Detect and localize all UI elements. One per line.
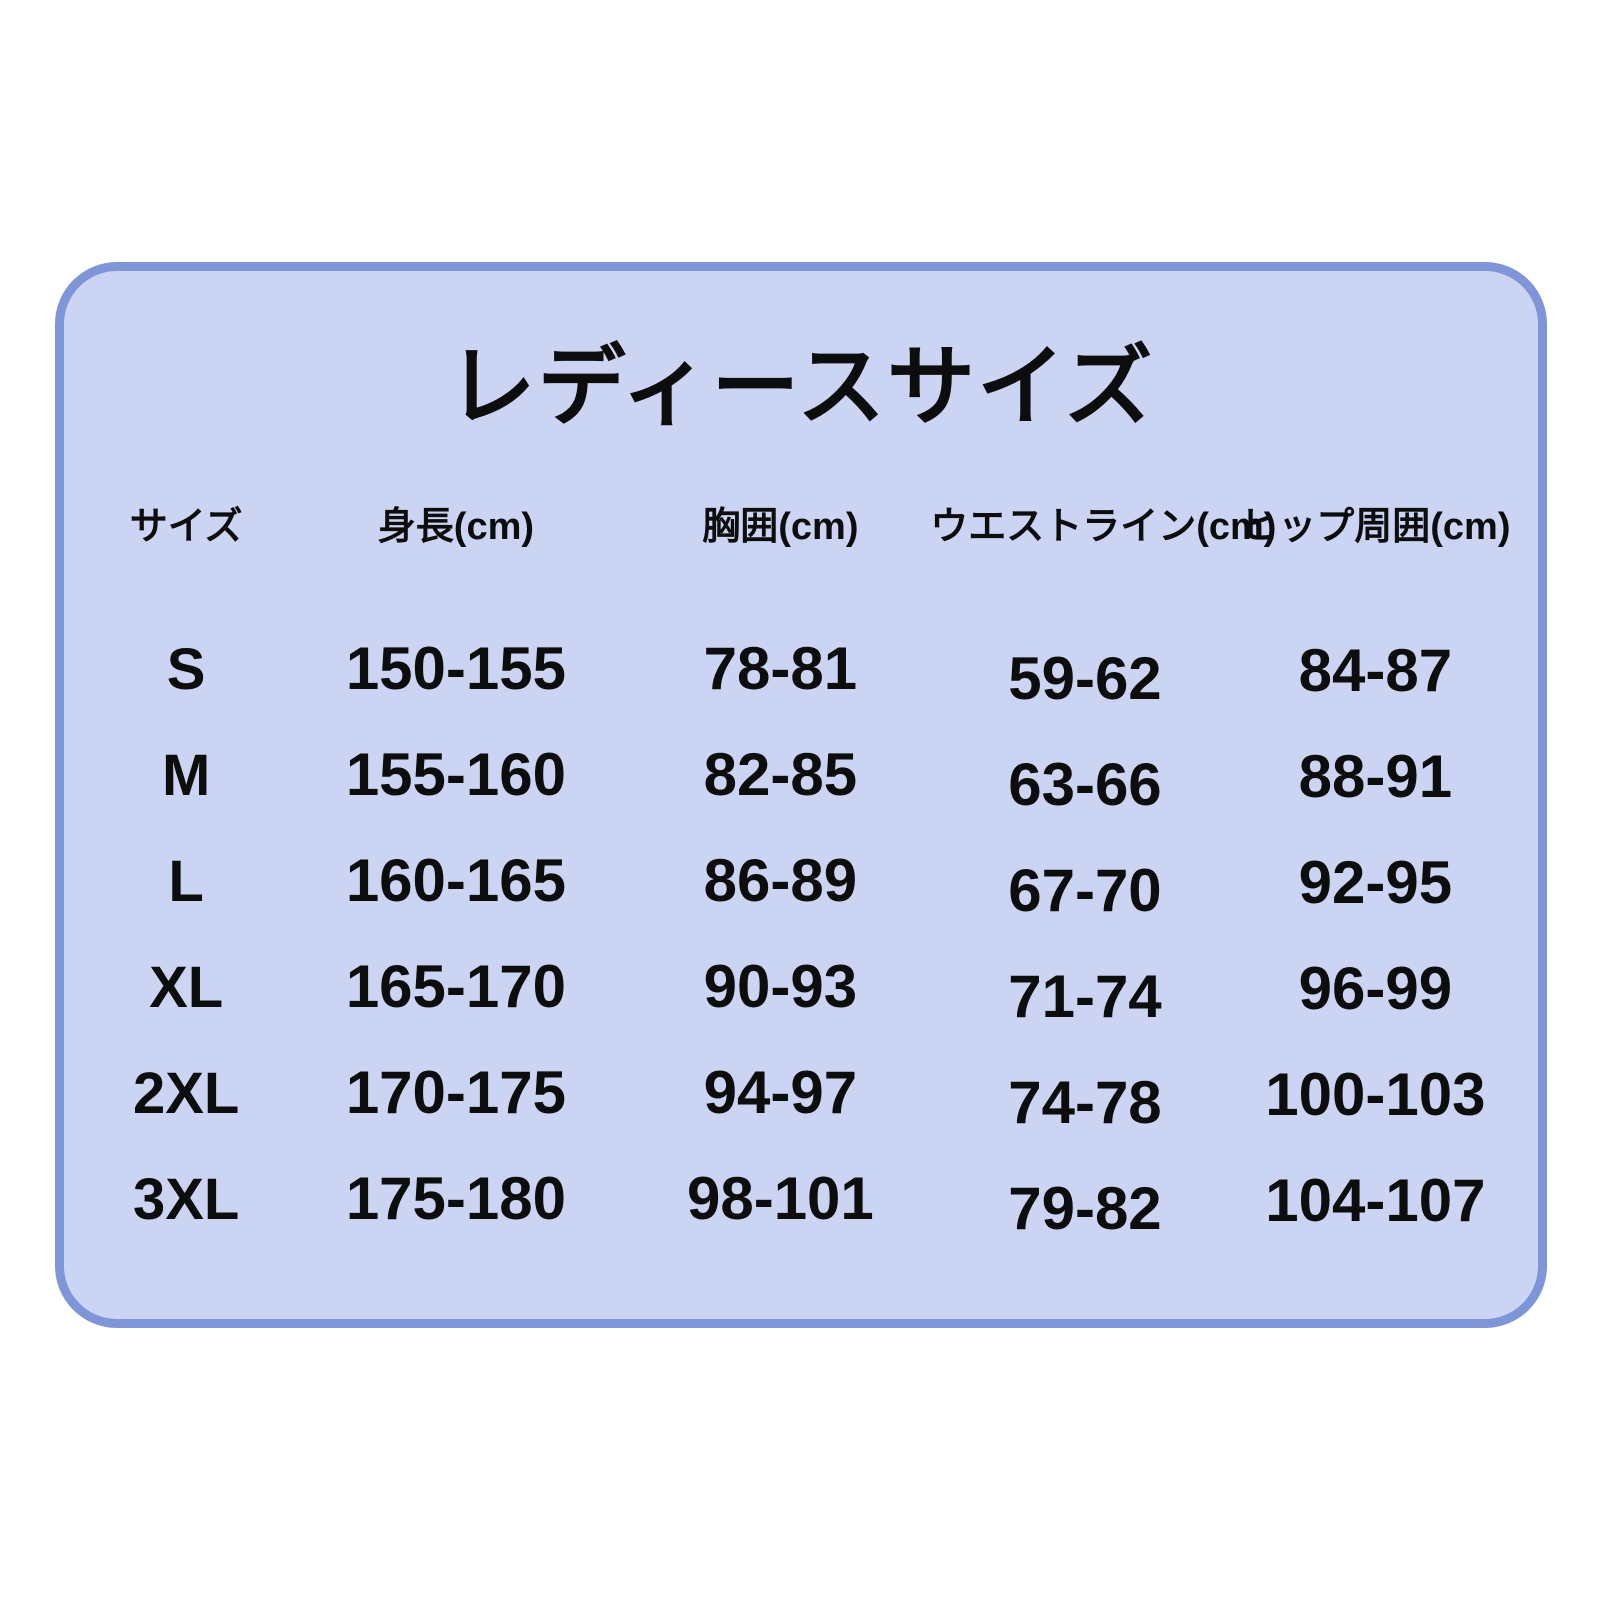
column-header-chest: 胸囲(cm) (702, 506, 859, 549)
cell-size: M (161, 743, 211, 809)
cell-height: 155-160 (345, 741, 567, 809)
column-header-size: サイズ (129, 506, 243, 549)
cell-chest: 78-81 (703, 635, 858, 703)
cell-waist: 71-74 (1008, 963, 1162, 1031)
cell-waist: 79-82 (1008, 1175, 1162, 1243)
cell-size: L (168, 849, 204, 915)
column-header-height: 身長(cm) (377, 506, 535, 549)
cell-hip: 100-103 (1265, 1061, 1486, 1129)
page-title: レディースサイズ (447, 337, 1155, 436)
cell-hip: 104-107 (1265, 1167, 1486, 1235)
cell-chest: 94-97 (703, 1059, 858, 1127)
cell-chest: 86-89 (703, 847, 858, 915)
cell-hip: 84-87 (1298, 637, 1453, 705)
cell-height: 160-165 (345, 847, 567, 915)
header-row: サイズ 身長(cm) 胸囲(cm) ウエストライン(cm) ヒップ周囲(cm) (91, 433, 1511, 616)
cell-height: 175-180 (345, 1165, 567, 1233)
cell-height: 150-155 (345, 635, 567, 703)
cell-size: S (166, 637, 206, 703)
cell-waist: 59-62 (1008, 645, 1162, 713)
cell-size: 2XL (132, 1061, 240, 1127)
cell-hip: 92-95 (1298, 849, 1453, 917)
table-row: XL 165-170 90-93 71-74 96-99 (91, 934, 1511, 1040)
table-row: 3XL 175-180 98-101 79-82 104-107 (91, 1146, 1511, 1252)
cell-chest: 82-85 (703, 741, 858, 809)
cell-height: 165-170 (345, 953, 567, 1021)
table-row: 2XL 170-175 94-97 74-78 100-103 (91, 1040, 1511, 1146)
cell-chest: 98-101 (686, 1165, 874, 1233)
column-header-waist: ウエストライン(cm) (930, 506, 1277, 549)
size-chart-card: レディースサイズ サイズ 身長(cm) 胸囲(cm) ウエストライン(cm) ヒ… (55, 262, 1547, 1328)
cell-waist: 74-78 (1008, 1069, 1162, 1137)
cell-waist: 63-66 (1008, 751, 1162, 819)
cell-hip: 88-91 (1298, 743, 1453, 811)
cell-hip: 96-99 (1298, 955, 1453, 1023)
cell-chest: 90-93 (703, 953, 858, 1021)
table-row: S 150-155 78-81 59-62 84-87 (91, 616, 1511, 722)
cell-size: 3XL (132, 1167, 240, 1233)
column-header-hip: ヒップ周囲(cm) (1240, 506, 1511, 549)
size-chart-table: サイズ 身長(cm) 胸囲(cm) ウエストライン(cm) ヒップ周囲(cm) … (91, 433, 1511, 1252)
cell-size: XL (149, 955, 224, 1021)
table-row: L 160-165 86-89 67-70 92-95 (91, 828, 1511, 934)
cell-height: 170-175 (345, 1059, 567, 1127)
cell-waist: 67-70 (1008, 857, 1162, 925)
table-body: S 150-155 78-81 59-62 84-87 M 155-160 82… (91, 616, 1511, 1252)
table-row: M 155-160 82-85 63-66 88-91 (91, 722, 1511, 828)
